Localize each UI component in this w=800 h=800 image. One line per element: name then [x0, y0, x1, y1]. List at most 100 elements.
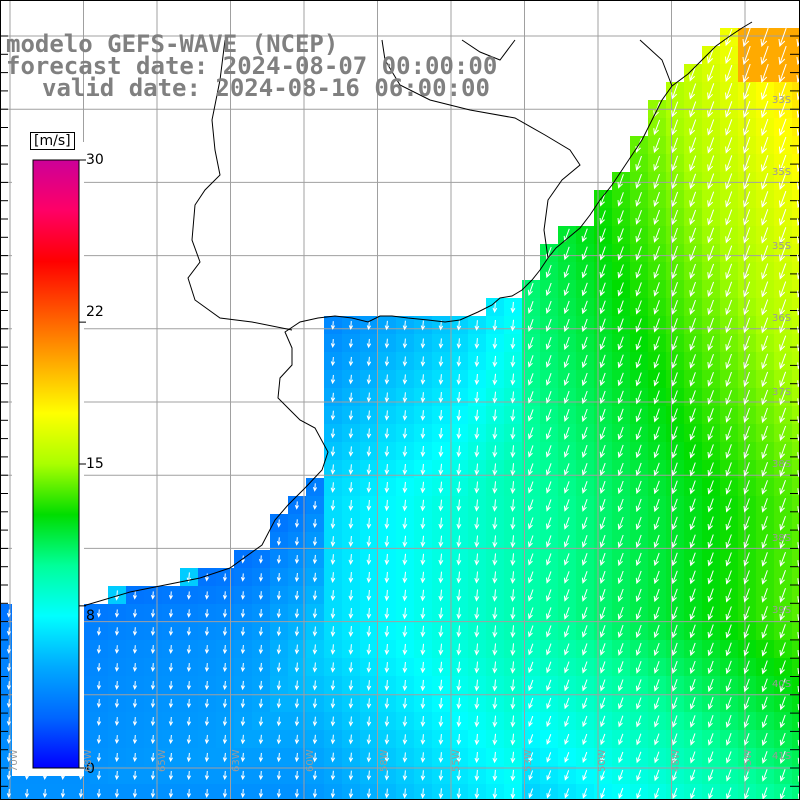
wind-arrow — [240, 698, 246, 709]
wind-arrow — [527, 337, 534, 350]
wind-arrow — [581, 499, 588, 512]
wind-arrow — [761, 462, 768, 477]
wind-arrow — [563, 445, 570, 458]
longitude-label: 70W — [9, 749, 20, 772]
wind-arrow — [258, 555, 263, 564]
wind-arrow — [60, 789, 66, 799]
wind-arrow — [654, 787, 660, 800]
wind-arrow — [744, 769, 750, 782]
wind-arrow — [456, 427, 462, 440]
wind-arrow — [636, 733, 642, 746]
wind-arrow — [617, 480, 624, 495]
wind-arrow — [654, 751, 660, 764]
wind-arrow — [420, 463, 426, 476]
wind-arrow — [492, 571, 498, 584]
wind-arrow — [796, 56, 800, 65]
wind-arrow — [114, 735, 120, 745]
wind-arrow — [779, 389, 787, 406]
wind-arrow — [725, 696, 732, 711]
wind-arrow — [635, 336, 642, 351]
wind-arrow — [635, 642, 642, 656]
wind-arrow — [599, 588, 606, 602]
wind-arrow — [510, 409, 516, 422]
wind-arrow — [617, 588, 624, 603]
wind-arrow — [384, 392, 390, 403]
wind-arrow — [690, 769, 696, 782]
wind-arrow — [689, 173, 697, 190]
wind-arrow — [330, 500, 336, 511]
wind-arrow — [420, 625, 426, 638]
wind-arrow — [384, 680, 390, 692]
wind-arrow — [725, 137, 733, 154]
wind-arrow — [312, 536, 318, 547]
colorbar-tick-label: 15 — [86, 456, 104, 472]
wind-arrow — [563, 246, 570, 261]
longitude-label: 45W — [743, 749, 754, 772]
wind-arrow — [635, 624, 642, 639]
wind-arrow — [348, 698, 354, 709]
wind-arrow — [294, 555, 300, 565]
wind-arrow — [725, 191, 733, 208]
wind-arrow — [653, 372, 660, 387]
wind-arrow — [635, 498, 642, 513]
wind-arrow — [653, 679, 660, 692]
wind-arrow — [510, 697, 516, 710]
wind-arrow — [654, 697, 660, 710]
wind-arrow — [348, 734, 354, 745]
wind-arrow — [760, 63, 769, 83]
wind-arrow — [617, 444, 624, 459]
wind-arrow — [492, 409, 498, 422]
wind-arrow — [671, 372, 678, 387]
wind-arrow — [617, 426, 624, 441]
wind-arrow — [581, 264, 588, 279]
wind-arrow — [294, 734, 300, 745]
wind-arrow — [6, 735, 12, 744]
wind-arrow — [564, 788, 570, 799]
wind-arrow — [743, 299, 751, 316]
wind-arrow — [779, 371, 787, 388]
wind-arrow — [545, 463, 552, 476]
wind-arrow — [384, 446, 390, 457]
wind-arrow — [743, 426, 750, 441]
wind-arrow — [402, 589, 408, 602]
wind-arrow — [348, 356, 354, 367]
wind-arrow — [330, 321, 336, 330]
wind-speed-cell — [792, 766, 800, 785]
wind-speed-cell — [792, 748, 800, 767]
wind-arrow — [348, 536, 354, 548]
wind-arrow — [635, 606, 642, 621]
wind-arrow — [653, 264, 660, 279]
wind-speed-cell — [792, 370, 800, 389]
wind-arrow — [438, 715, 444, 728]
wind-arrow — [707, 191, 715, 208]
wind-arrow — [599, 408, 606, 423]
wind-arrow — [545, 318, 552, 332]
wind-arrow — [671, 534, 678, 549]
wind-arrow — [617, 174, 624, 189]
wind-arrow — [707, 137, 715, 154]
wind-arrow — [366, 482, 372, 494]
wind-arrow — [654, 715, 660, 728]
wind-arrow — [312, 698, 318, 709]
wind-arrow — [438, 517, 444, 530]
wind-arrow — [779, 534, 786, 549]
wind-arrow — [779, 570, 786, 585]
colorbar-gradient — [32, 159, 80, 769]
wind-arrow — [671, 480, 678, 495]
wind-arrow — [635, 282, 642, 297]
wind-arrow — [581, 444, 588, 458]
wind-arrow — [600, 697, 606, 710]
wind-arrow — [312, 626, 318, 637]
wind-arrow — [563, 427, 570, 440]
wind-arrow — [581, 282, 588, 297]
wind-arrow — [743, 209, 751, 226]
wind-arrow — [653, 390, 660, 405]
wind-arrow — [653, 354, 660, 369]
wind-arrow — [420, 607, 426, 620]
wind-arrow — [96, 735, 102, 745]
wind-arrow — [348, 680, 354, 691]
wind-arrow — [294, 519, 300, 528]
wind-arrow — [761, 155, 769, 172]
wind-speed-cell — [792, 172, 800, 191]
wind-arrow — [689, 119, 697, 136]
